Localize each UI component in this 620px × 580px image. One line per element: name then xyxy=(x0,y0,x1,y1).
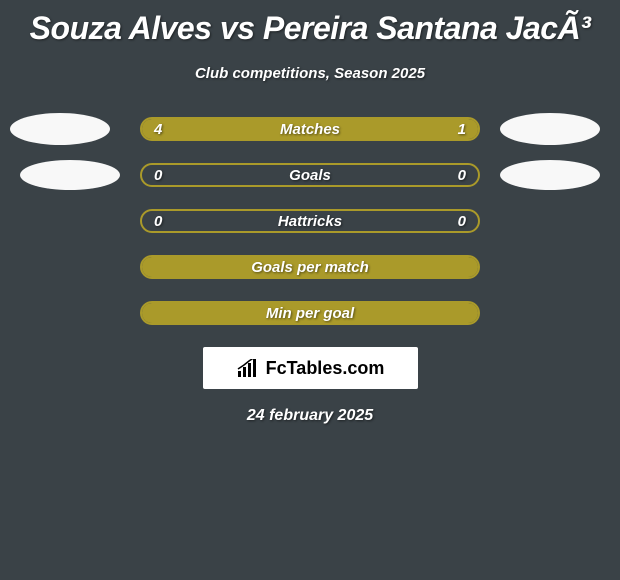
stat-label: Matches xyxy=(142,121,478,138)
stat-bar: Min per goal xyxy=(140,301,480,325)
stat-value-right: 0 xyxy=(458,167,466,184)
stats-container: 4Matches10Goals00Hattricks0Goals per mat… xyxy=(0,117,620,325)
stat-label: Hattricks xyxy=(142,213,478,230)
team-badge-right xyxy=(500,113,600,145)
chart-icon xyxy=(236,359,260,377)
stat-bar: 0Goals0 xyxy=(140,163,480,187)
page-title: Souza Alves vs Pereira Santana JacÃ³ xyxy=(0,0,620,47)
team-badge-left xyxy=(10,113,110,145)
stat-row: 4Matches1 xyxy=(0,117,620,141)
team-badge-right xyxy=(500,160,600,190)
stat-label: Goals per match xyxy=(142,259,478,276)
team-badge-left xyxy=(20,160,120,190)
stat-row: 0Goals0 xyxy=(0,163,620,187)
stat-value-right: 0 xyxy=(458,213,466,230)
stat-label: Goals xyxy=(142,167,478,184)
stat-bar: Goals per match xyxy=(140,255,480,279)
subtitle: Club competitions, Season 2025 xyxy=(0,65,620,82)
stat-row: Min per goal xyxy=(0,301,620,325)
logo-box: FcTables.com xyxy=(203,347,418,389)
date-text: 24 february 2025 xyxy=(0,407,620,425)
stat-row: 0Hattricks0 xyxy=(0,209,620,233)
stat-value-right: 1 xyxy=(458,121,466,138)
stat-bar: 0Hattricks0 xyxy=(140,209,480,233)
stat-bar: 4Matches1 xyxy=(140,117,480,141)
stat-label: Min per goal xyxy=(142,305,478,322)
stat-row: Goals per match xyxy=(0,255,620,279)
logo-text: FcTables.com xyxy=(266,358,385,379)
